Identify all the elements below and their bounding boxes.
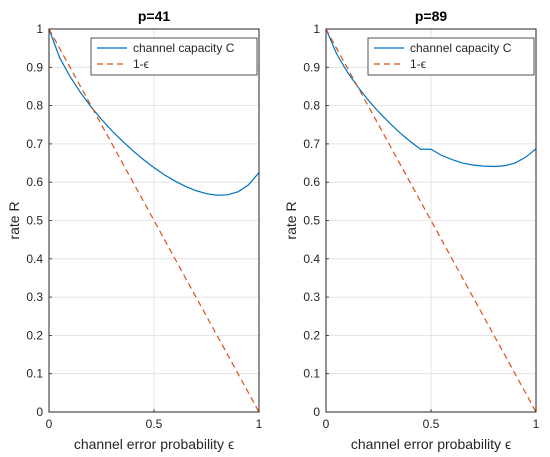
y-tick-label: 0.1 <box>303 367 320 381</box>
y-tick-label: 0.2 <box>26 328 43 342</box>
legend-label: channel capacity C <box>410 41 512 55</box>
legend: channel capacity C 1-ϵ <box>90 37 258 76</box>
y-tick-label: 0.4 <box>303 252 320 266</box>
series-line-one-minus-epsilon <box>48 28 260 413</box>
y-axis-label: rate R <box>6 201 22 239</box>
x-axis-label: channel error probability ϵ <box>351 436 511 452</box>
x-tick-label: 0.5 <box>146 417 163 431</box>
y-tick-label: 0.8 <box>303 99 320 113</box>
y-tick-label: 0.7 <box>303 137 320 151</box>
x-tick-label: 0.5 <box>423 417 440 431</box>
y-tick-label: 0.8 <box>26 99 43 113</box>
legend-label: channel capacity C <box>133 41 235 55</box>
x-tick-label: 1 <box>256 417 263 431</box>
chart-panel-2: 0 0.1 0.2 0.3 0.4 0.5 0.6 0.7 0.8 0.9 1 0 0.5 1 p=89 ch… <box>283 8 540 452</box>
y-tick-label: 0.2 <box>303 328 320 342</box>
y-tick-label: 0.9 <box>303 60 320 74</box>
series-line-channel-capacity <box>325 28 537 168</box>
y-tick-label: 1 <box>313 22 320 36</box>
legend-box <box>90 37 258 76</box>
y-tick-label: 0.5 <box>303 214 320 228</box>
y-tick-label: 1 <box>36 22 43 36</box>
axes-frame <box>325 28 537 413</box>
chart-panel-1: 0 0.1 0.2 0.3 0.4 0.5 0.6 0.7 0.8 0.9 1 0 0.5 1 p=41 ch… <box>6 8 263 452</box>
y-tick-label: 0.6 <box>26 175 43 189</box>
y-tick-label: 0 <box>313 405 320 419</box>
y-tick-label: 0.3 <box>26 290 43 304</box>
y-tick-label: 0.5 <box>26 214 43 228</box>
x-tick-label: 1 <box>533 417 540 431</box>
x-tick-label: 0 <box>46 417 53 431</box>
x-tick-label: 0 <box>323 417 330 431</box>
y-tick-label: 0 <box>36 405 43 419</box>
legend: channel capacity C 1-ϵ <box>367 37 535 76</box>
y-tick-label: 0.3 <box>303 290 320 304</box>
axes-frame <box>48 28 260 413</box>
legend-label: 1-ϵ <box>133 57 149 71</box>
y-tick-label: 0.7 <box>26 137 43 151</box>
chart-title: p=41 <box>138 8 171 24</box>
series-line-channel-capacity <box>48 28 260 196</box>
x-axis-label: channel error probability ϵ <box>74 436 234 452</box>
legend-box <box>367 37 535 76</box>
y-tick-label: 0.1 <box>26 367 43 381</box>
legend-label: 1-ϵ <box>410 57 426 71</box>
y-tick-label: 0.4 <box>26 252 43 266</box>
y-tick-label: 0.9 <box>26 60 43 74</box>
y-axis-label: rate R <box>283 201 299 239</box>
y-tick-label: 0.6 <box>303 175 320 189</box>
chart-title: p=89 <box>415 8 448 24</box>
series-line-one-minus-epsilon <box>325 28 537 413</box>
